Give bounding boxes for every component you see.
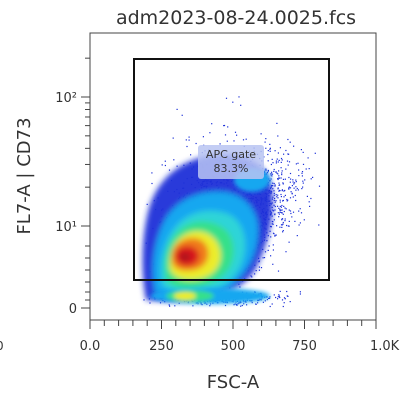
x-tick-label: 0.0 <box>80 339 101 354</box>
y-tick-label: 10² <box>55 91 77 106</box>
left-edge-fragment: 0 <box>0 339 4 353</box>
density-peak-core <box>180 253 190 261</box>
gate-label-box <box>198 145 264 179</box>
chart-title: adm2023-08-24.0025.fcs <box>116 7 356 29</box>
y-axis: 0 10¹ 10² <box>55 57 90 317</box>
density-plot <box>142 96 321 308</box>
x-tick-label: 250 <box>149 339 174 354</box>
gate-percent: 83.3% <box>214 162 249 175</box>
apc-gate[interactable] <box>133 58 330 281</box>
x-tick-label: 500 <box>221 339 246 354</box>
y-tick-label: 0 <box>69 302 77 317</box>
gate-name: APC gate <box>206 148 256 161</box>
y-tick-label: 10¹ <box>55 220 77 235</box>
x-tick-label: 750 <box>292 339 317 354</box>
x-tick-label: 1.0K <box>370 339 400 354</box>
y-axis-label: FL7-A | CD73 <box>14 117 35 234</box>
density-lower-yellow <box>174 292 196 300</box>
gate-label: APC gate 83.3% <box>198 145 264 179</box>
x-axis: 0.0 250 500 750 1.0K <box>80 320 400 354</box>
x-axis-label: FSC-A <box>207 372 260 393</box>
